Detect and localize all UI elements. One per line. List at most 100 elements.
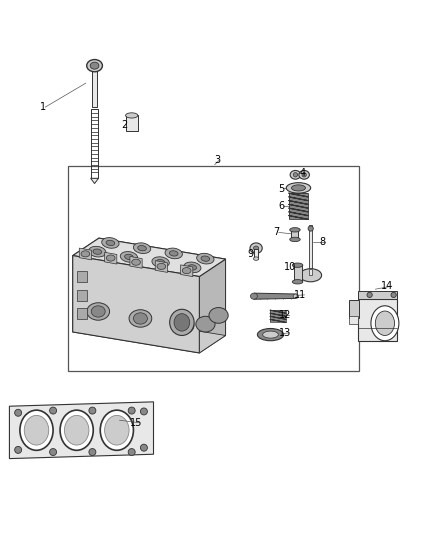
Text: 12: 12	[279, 310, 292, 320]
Ellipse shape	[64, 415, 89, 445]
Text: 15: 15	[130, 418, 142, 428]
Bar	[309, 269, 312, 275]
Ellipse shape	[152, 257, 169, 268]
Ellipse shape	[106, 255, 115, 261]
Bar	[254, 249, 258, 259]
Bar	[291, 230, 298, 239]
Polygon shape	[254, 293, 296, 299]
Ellipse shape	[156, 260, 165, 265]
Text: 13: 13	[279, 328, 292, 338]
Polygon shape	[73, 256, 199, 353]
Polygon shape	[105, 252, 117, 264]
Ellipse shape	[300, 269, 321, 282]
Bar	[92, 71, 97, 107]
Polygon shape	[79, 248, 92, 260]
Ellipse shape	[290, 228, 300, 232]
Ellipse shape	[132, 259, 141, 265]
Ellipse shape	[299, 171, 309, 179]
Bar	[349, 300, 359, 318]
Ellipse shape	[129, 310, 152, 327]
Text: 4: 4	[300, 168, 306, 177]
Ellipse shape	[126, 113, 138, 118]
Ellipse shape	[128, 407, 135, 414]
Bar	[68, 166, 359, 372]
Ellipse shape	[24, 415, 49, 445]
Ellipse shape	[81, 251, 90, 257]
Ellipse shape	[293, 173, 297, 177]
Bar	[309, 225, 312, 270]
Polygon shape	[199, 259, 226, 353]
Ellipse shape	[254, 257, 259, 261]
Ellipse shape	[171, 317, 194, 334]
Ellipse shape	[291, 185, 305, 191]
Ellipse shape	[14, 409, 21, 416]
Ellipse shape	[87, 303, 110, 320]
Text: 7: 7	[274, 228, 280, 237]
Ellipse shape	[188, 265, 197, 270]
Ellipse shape	[102, 238, 119, 248]
Ellipse shape	[308, 226, 313, 231]
Bar	[270, 310, 286, 322]
Ellipse shape	[196, 316, 215, 332]
Ellipse shape	[290, 171, 300, 179]
Ellipse shape	[391, 292, 396, 297]
Bar	[293, 265, 301, 282]
Text: 10: 10	[284, 262, 296, 272]
Ellipse shape	[290, 237, 300, 241]
Ellipse shape	[254, 246, 259, 251]
Bar	[77, 308, 87, 319]
Ellipse shape	[197, 253, 214, 264]
Ellipse shape	[100, 410, 134, 450]
Ellipse shape	[251, 293, 258, 299]
Text: 3: 3	[215, 155, 221, 165]
Ellipse shape	[91, 306, 105, 317]
Bar	[77, 271, 87, 282]
Ellipse shape	[128, 449, 135, 456]
Polygon shape	[155, 261, 167, 272]
Text: 6: 6	[278, 201, 284, 211]
Ellipse shape	[170, 251, 178, 256]
Polygon shape	[130, 256, 142, 268]
Polygon shape	[180, 265, 193, 277]
Ellipse shape	[141, 444, 148, 451]
Bar	[289, 193, 308, 220]
Ellipse shape	[141, 408, 148, 415]
Bar	[77, 289, 87, 301]
Ellipse shape	[105, 415, 129, 445]
Ellipse shape	[134, 313, 148, 324]
Ellipse shape	[170, 309, 194, 335]
Text: 5: 5	[278, 184, 284, 194]
Ellipse shape	[14, 446, 21, 454]
Ellipse shape	[250, 243, 262, 253]
Ellipse shape	[89, 407, 96, 414]
Ellipse shape	[184, 262, 201, 273]
Ellipse shape	[20, 410, 53, 450]
Text: 11: 11	[294, 290, 306, 300]
Text: 8: 8	[319, 238, 325, 247]
Ellipse shape	[49, 407, 57, 414]
Bar	[289, 193, 308, 220]
Ellipse shape	[49, 449, 57, 456]
Polygon shape	[73, 314, 226, 353]
Ellipse shape	[209, 308, 228, 323]
Ellipse shape	[302, 173, 306, 177]
Ellipse shape	[182, 268, 191, 273]
Bar	[358, 290, 397, 299]
Ellipse shape	[292, 263, 303, 268]
Ellipse shape	[133, 243, 151, 254]
Text: 1: 1	[40, 102, 46, 112]
Ellipse shape	[90, 62, 99, 69]
Ellipse shape	[124, 254, 133, 260]
Ellipse shape	[176, 320, 190, 331]
Ellipse shape	[157, 263, 166, 270]
Text: 9: 9	[247, 249, 254, 259]
Ellipse shape	[201, 256, 210, 261]
Bar	[349, 316, 358, 324]
Bar	[358, 299, 397, 341]
Ellipse shape	[89, 449, 96, 456]
Ellipse shape	[93, 249, 102, 254]
Polygon shape	[91, 179, 99, 183]
Ellipse shape	[88, 246, 106, 257]
Text: 2: 2	[121, 119, 127, 130]
Ellipse shape	[367, 292, 372, 297]
